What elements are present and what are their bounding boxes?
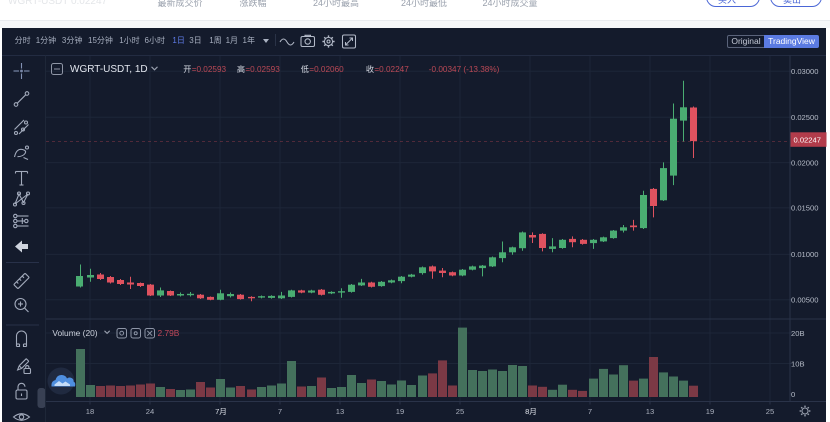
svg-text:0.01500: 0.01500 [791,204,818,213]
svg-text:-0.00347 (-13.38%): -0.00347 (-13.38%) [429,65,500,74]
svg-text:0.00500: 0.00500 [791,296,818,305]
svg-text:7: 7 [278,407,282,416]
svg-text:25: 25 [456,407,464,416]
svg-text:13: 13 [646,407,654,416]
svg-text:=0.02060: =0.02060 [309,65,344,74]
svg-text:7月: 7月 [215,407,227,416]
svg-text:0.03000: 0.03000 [791,67,818,76]
svg-text:Volume (20): Volume (20) [52,328,97,338]
svg-text:0.02500: 0.02500 [791,113,818,122]
svg-text:低: 低 [301,64,309,74]
svg-text:0.01000: 0.01000 [791,250,818,259]
svg-text:13: 13 [336,407,344,416]
svg-text:WGRT-USDT, 1D: WGRT-USDT, 1D [70,64,148,75]
svg-text:7: 7 [588,407,592,416]
svg-text:0.02000: 0.02000 [791,158,818,167]
svg-text:=0.02593: =0.02593 [192,65,227,74]
svg-text:8月: 8月 [525,407,537,416]
svg-text:20B: 20B [791,329,805,338]
svg-text:=0.02593: =0.02593 [245,65,280,74]
svg-text:0.02247: 0.02247 [794,136,821,145]
svg-text:高: 高 [237,64,245,74]
svg-text:18: 18 [86,407,94,416]
svg-text:开: 开 [183,65,191,74]
svg-text:24: 24 [146,407,154,416]
svg-text:10B: 10B [791,359,805,368]
svg-text:收: 收 [366,64,374,74]
svg-text:=0.02247: =0.02247 [374,65,409,74]
svg-text:19: 19 [396,407,404,416]
svg-text:2.79B: 2.79B [158,328,180,338]
svg-text:19: 19 [706,407,714,416]
svg-text:25: 25 [766,407,774,416]
svg-text:0: 0 [791,390,795,399]
